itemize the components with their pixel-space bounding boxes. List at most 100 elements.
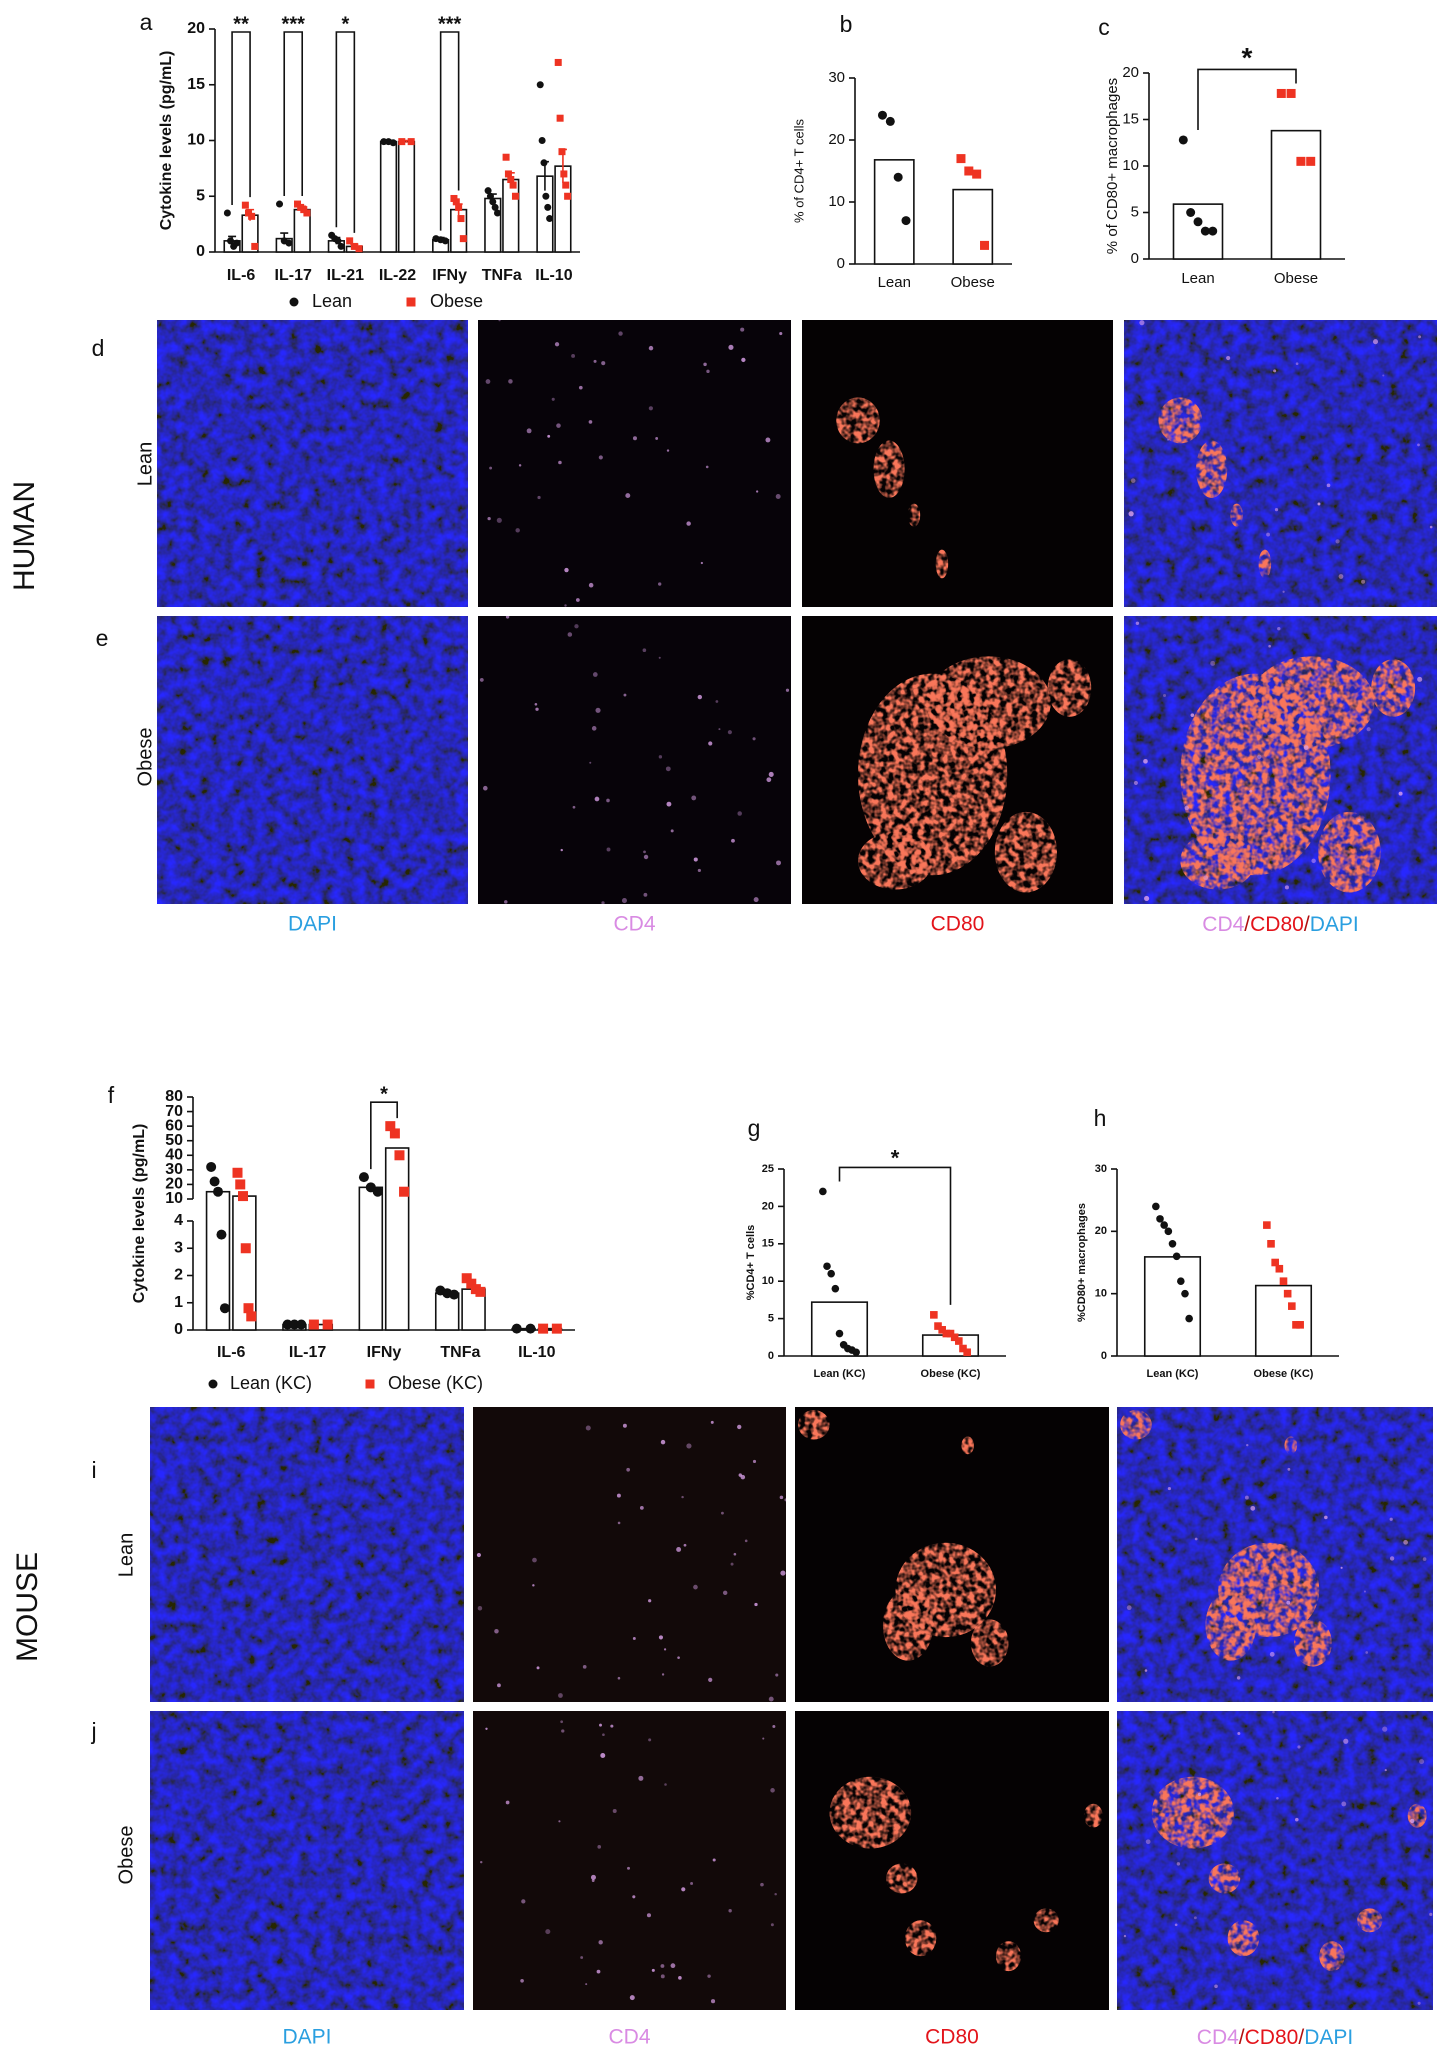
cd4-signal — [617, 1676, 621, 1680]
data-point — [509, 181, 517, 189]
merge-label-part: DAPI — [1304, 2026, 1353, 2049]
data-point — [389, 1128, 400, 1139]
cd4-signal — [1273, 369, 1277, 373]
cd4-signal — [670, 1963, 676, 1969]
cd4-signal — [678, 1976, 682, 1980]
cd4-signal — [534, 702, 538, 706]
data-point — [232, 1167, 243, 1178]
channel-label: CD4 — [613, 913, 655, 936]
row-label: Obese — [134, 728, 156, 787]
data-point — [819, 1187, 827, 1196]
cd80-cluster — [1033, 1908, 1059, 1933]
data-point — [461, 1273, 472, 1284]
panel-letter: a — [140, 9, 153, 35]
data-point — [216, 1229, 227, 1240]
cd80-cluster — [994, 811, 1058, 893]
micrograph — [1124, 320, 1437, 607]
cd4-signal — [504, 900, 508, 904]
cd4-signal — [648, 345, 654, 351]
significance-label: * — [1242, 42, 1253, 73]
y-axis-label: %CD80+ macrophages — [1076, 1203, 1088, 1322]
bar — [810, 1301, 869, 1357]
cd4-signal — [1417, 443, 1420, 447]
cd4-signal — [658, 1635, 664, 1640]
data-point — [956, 154, 966, 164]
cd4-signal — [585, 1425, 591, 1431]
data-point — [980, 240, 990, 250]
cd4-signal — [545, 1929, 551, 1935]
cd4-signal — [598, 1940, 603, 1945]
data-point — [475, 1286, 486, 1297]
significance-label: *** — [282, 13, 306, 35]
significance-label: * — [380, 1083, 388, 1105]
data-point — [1283, 1289, 1292, 1298]
data-point — [564, 192, 572, 200]
x-tick-label: IL-6 — [227, 267, 256, 284]
cd4-signal — [712, 1858, 716, 1862]
y-tick-label: 60 — [165, 1117, 183, 1134]
cd4-signal — [476, 1552, 481, 1558]
y-tick-label: 0 — [1101, 1350, 1107, 1362]
panel-letter: d — [92, 335, 105, 361]
cd4-signal — [664, 1783, 667, 1786]
data-point — [536, 81, 544, 89]
cd4-signal — [594, 796, 600, 802]
cd80-cluster — [1319, 1941, 1345, 1972]
merge-label-part: DAPI — [1310, 913, 1359, 936]
y-tick-label: 10 — [1122, 157, 1139, 174]
panel-letter: f — [108, 1082, 115, 1108]
cd4-signal — [1274, 508, 1279, 512]
dark-field — [478, 616, 791, 904]
cd4-signal — [1382, 374, 1385, 377]
cd4-signal — [632, 1637, 636, 1640]
data-point — [972, 169, 982, 179]
cd4-signal — [728, 344, 734, 350]
cd4-signal — [697, 868, 701, 873]
cd4-signal — [1326, 483, 1331, 488]
cd4-signal — [1418, 335, 1422, 339]
data-point — [827, 1269, 835, 1278]
cd80-cluster — [1230, 503, 1243, 527]
cd4-signal — [703, 362, 707, 367]
data-point — [466, 1278, 477, 1289]
micrograph — [795, 1711, 1109, 2010]
dapi-stain — [150, 1407, 464, 1702]
x-tick-label: Obese (KC) — [921, 1368, 981, 1380]
y-axis-label: % of CD80+ macrophages — [1104, 78, 1121, 254]
y-tick-label: 25 — [762, 1163, 774, 1175]
data-point — [322, 1319, 333, 1330]
micrograph — [478, 616, 791, 904]
significance-bracket — [370, 1101, 398, 1170]
cd4-signal — [489, 466, 493, 470]
data-point — [554, 58, 562, 66]
x-tick-label: IL-10 — [518, 1344, 555, 1361]
micrograph — [150, 1711, 464, 2010]
cd4-signal — [625, 493, 631, 499]
cd4-signal — [575, 598, 580, 602]
channel-label: CD4 — [608, 2026, 650, 2049]
legend-label: Lean (KC) — [230, 1373, 312, 1393]
data-point — [1296, 1321, 1304, 1329]
cd4-signal — [532, 1584, 535, 1587]
y-tick-label: 10 — [1095, 1288, 1107, 1300]
cd4-signal — [585, 1983, 588, 1986]
cd4-signal — [1384, 1768, 1387, 1772]
data-point — [538, 137, 546, 144]
cd4-signal — [715, 700, 719, 703]
micrograph — [473, 1711, 786, 2010]
data-point — [389, 139, 397, 147]
cd80-cluster — [836, 397, 880, 444]
data-point — [504, 170, 512, 178]
cd4-signal — [623, 693, 627, 697]
data-point — [551, 1323, 562, 1334]
cd4-signal — [665, 766, 671, 772]
cd4-signal — [643, 850, 646, 854]
cd4-signal — [1282, 590, 1285, 593]
data-point — [243, 1303, 254, 1314]
data-point — [484, 187, 492, 195]
cd80-cluster — [970, 1619, 1009, 1667]
cd4-signal — [1357, 818, 1361, 823]
merge-label-part: / — [1244, 913, 1250, 936]
cd4-signal — [753, 897, 759, 903]
